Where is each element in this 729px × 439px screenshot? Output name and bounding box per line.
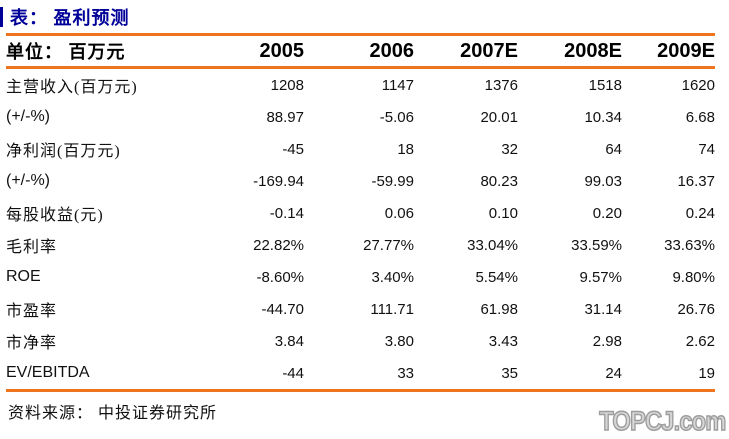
table-cell: 3.43: [488, 332, 518, 350]
column-header: 2008E: [518, 33, 622, 69]
table-cell: -5.06: [379, 108, 414, 126]
table-row: 每股收益(元) -0.14 0.06 0.10 0.20 0.24: [6, 197, 715, 229]
table-cell: 6.68: [685, 108, 715, 126]
table-cell: 19: [622, 357, 715, 392]
table-cell: -45: [282, 140, 304, 158]
table-cell: 32: [501, 140, 518, 158]
table-cell: 9.57%: [579, 268, 622, 286]
table-cell: 3.84: [274, 332, 304, 350]
table-row: 毛利率 22.82% 27.77% 33.04% 33.59% 33.63%: [6, 229, 715, 261]
table-cell: 111.71: [370, 300, 414, 318]
table-cell: -44: [202, 357, 304, 392]
table-row: EV/EBITDA -44 33 35 24 19: [6, 357, 715, 392]
source-note: 资料来源： 中投证券研究所: [8, 405, 218, 422]
table-cell: 1620: [681, 76, 715, 94]
table-cell: 2.62: [685, 332, 715, 350]
table-cell: 31.14: [584, 300, 622, 318]
table-header-row: 单位： 百万元 2005 2006 2007E 2008E 2009E: [6, 33, 715, 69]
table-cell: 33.04%: [467, 236, 518, 254]
table-cell: 3.40%: [371, 268, 414, 286]
table-title-row: 表： 盈利预测: [0, 5, 130, 29]
table-cell: 3.80: [384, 332, 414, 350]
table-cell: 22.82%: [253, 236, 304, 254]
table-cell: 1147: [381, 76, 414, 94]
row-label: 市盈率: [6, 303, 58, 320]
table-cell: -169.94: [253, 172, 304, 190]
table-cell: 1208: [270, 76, 304, 94]
profit-forecast-table: 单位： 百万元 2005 2006 2007E 2008E 2009E 主营收入(百万元…: [6, 33, 715, 392]
table-cell: 16.37: [677, 172, 715, 190]
table-cell: 24: [518, 357, 622, 392]
table-cell: 99.03: [584, 172, 622, 190]
row-label: (+/-%): [6, 108, 50, 125]
row-label: EV/EBITDA: [6, 357, 202, 392]
table-cell: 61.98: [480, 300, 518, 318]
table-cell: 0.10: [488, 204, 518, 222]
table-cell: 18: [397, 140, 414, 158]
row-label: 毛利率: [6, 239, 58, 256]
table-cell: 0.06: [384, 204, 414, 222]
table-cell: 35: [414, 357, 518, 392]
table-cell: 2.98: [592, 332, 622, 350]
table-cell: 33.63%: [664, 236, 715, 254]
column-header: 2009E: [622, 33, 715, 69]
table-cell: 33: [304, 357, 414, 392]
column-header: 2007E: [414, 33, 518, 69]
page-title: 表： 盈利预测: [10, 8, 130, 28]
title-accent-tick: [0, 7, 3, 27]
table-cell: 64: [605, 140, 622, 158]
table-row: (+/-%) 88.97 -5.06 20.01 10.34 6.68: [6, 101, 715, 133]
table-cell: 88.97: [266, 108, 304, 126]
table-cell: 1376: [484, 76, 518, 94]
row-label: 主营收入(百万元): [6, 79, 138, 96]
table-cell: -8.60%: [256, 268, 304, 286]
row-label: 净利润(百万元): [6, 143, 121, 160]
table-cell: 33.59%: [571, 236, 622, 254]
table-row: 主营收入(百万元) 1208 1147 1376 1518 1620: [6, 68, 715, 102]
table-cell: 5.54%: [475, 268, 518, 286]
table-cell: -0.14: [269, 204, 304, 222]
row-label: 市净率: [6, 335, 58, 352]
table-row: (+/-%) -169.94 -59.99 80.23 99.03 16.37: [6, 165, 715, 197]
table-cell: 80.23: [480, 172, 518, 190]
table-cell: 9.80%: [672, 268, 715, 286]
table-cell: 26.76: [677, 300, 715, 318]
table-cell: -59.99: [371, 172, 414, 190]
table-cell: 0.20: [592, 204, 622, 222]
row-label: 每股收益(元): [6, 207, 104, 224]
table-cell: -44.70: [261, 300, 304, 318]
column-header: 2006: [304, 33, 414, 69]
table-cell: 74: [698, 140, 715, 158]
table-cell: 27.77%: [363, 236, 414, 254]
table-cell: 10.34: [584, 108, 622, 126]
row-label: ROE: [6, 268, 41, 285]
unit-label: 单位： 百万元: [6, 33, 202, 69]
table-row: 市净率 3.84 3.80 3.43 2.98 2.62: [6, 325, 715, 357]
table-cell: 20.01: [480, 108, 518, 126]
table-row: ROE -8.60% 3.40% 5.54% 9.57% 9.80%: [6, 261, 715, 293]
table-cell: 0.24: [685, 204, 715, 222]
column-header: 2005: [202, 33, 304, 69]
table-row: 市盈率 -44.70 111.71 61.98 31.14 26.76: [6, 293, 715, 325]
topcj-watermark: TOPCJ.com: [599, 406, 728, 436]
table-row: 净利润(百万元) -45 18 32 64 74: [6, 133, 715, 165]
row-label: (+/-%): [6, 172, 50, 189]
table-cell: 1518: [588, 76, 622, 94]
